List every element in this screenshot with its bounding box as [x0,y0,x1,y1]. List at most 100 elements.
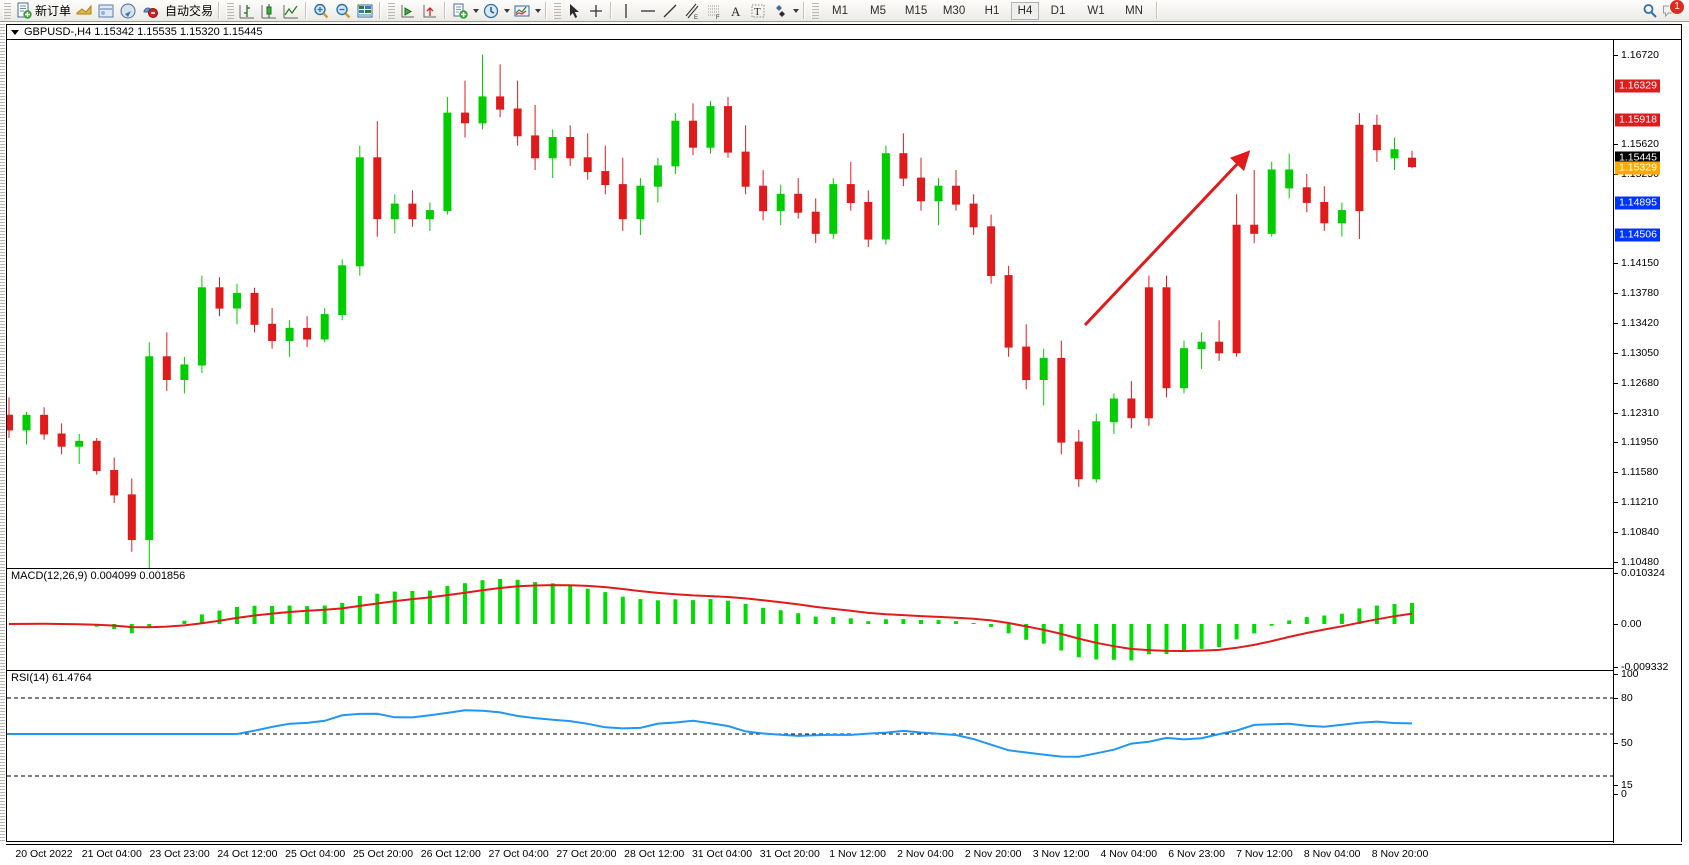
chart-window[interactable]: GBPUSD-,H4 1.15342 1.15535 1.15320 1.154… [6,24,1682,843]
toolbar-grip-2[interactable] [226,2,235,19]
timeframe-h4[interactable]: H4 [1011,1,1040,20]
crosshair-button[interactable] [585,1,607,21]
data-window-button[interactable] [95,1,117,21]
chart-left-grip[interactable] [0,24,5,842]
vline-button[interactable] [615,1,637,21]
toolbar-separator-6 [610,2,613,19]
uptrend-arrow-annotation[interactable] [7,40,1614,568]
rsi-series [7,697,1614,777]
pane-divider-1[interactable] [7,568,1681,569]
time-label: 27 Oct 20:00 [556,848,617,860]
cursor-button[interactable] [563,1,585,21]
time-label: 4 Nov 04:00 [1100,848,1158,860]
templates-button[interactable] [449,1,471,21]
price-tick: 1.13420 [1614,317,1659,329]
price-axis[interactable]: 1.167201.156201.152501.141501.137801.134… [1613,40,1681,843]
macd-series [8,579,1414,661]
shapes-button[interactable] [769,1,791,21]
rsi-pane[interactable]: RSI(14) 61.4764 [7,671,1681,796]
price-tick: 1.13780 [1614,287,1659,299]
time-label: 25 Oct 04:00 [285,848,346,860]
toolbar-grip-4[interactable] [553,2,562,19]
trendline-button[interactable] [659,1,681,21]
timeframe-h1[interactable]: H1 [984,4,1000,17]
price-pane[interactable] [7,40,1681,568]
svg-text:E: E [694,15,698,20]
notifications-button[interactable]: 1 [1661,0,1684,20]
label-button[interactable]: T [747,1,769,21]
equidistant-channel-button[interactable]: E [681,1,703,21]
search-icon [1643,3,1657,18]
fibonacci-button[interactable]: F [703,1,725,21]
templates-dropdown-caret[interactable] [471,2,480,20]
price-level-label[interactable]: 1.15918 [1615,113,1660,127]
zoom-in-icon [314,3,329,18]
auto-scroll-button[interactable] [419,1,441,21]
text-button[interactable]: A [725,1,747,21]
indicators-button[interactable] [511,1,533,21]
macd-tick: 0.00 [1614,618,1641,630]
chart-menu-triangle-icon[interactable] [11,29,19,35]
timeframe-m1[interactable]: M1 [832,4,849,17]
time-label: 28 Oct 12:00 [624,848,685,860]
grid-button[interactable] [354,1,376,21]
cursor-icon [570,3,580,18]
crosshair-icon [590,4,603,17]
time-axis[interactable]: 20 Oct 2022 21 Oct 04:00 23 Oct 23:00 24 Oc… [6,844,1682,864]
toolbar-grip-5[interactable] [811,2,820,19]
market-watch-button[interactable] [73,1,95,21]
timeframe-mn[interactable]: MN [1125,4,1143,17]
candlestick-type-button[interactable] [258,1,280,21]
timeframe-w1[interactable]: W1 [1087,4,1105,17]
indicators-dropdown-caret[interactable] [533,2,542,20]
toolbar-separator-8 [1156,2,1159,19]
hline-button[interactable] [637,1,659,21]
price-tick: 1.13050 [1614,347,1659,359]
fibonacci-icon: F [708,5,720,20]
new-order-label: 新订单 [35,4,72,18]
shapes-dropdown-caret[interactable] [791,2,800,20]
shift-end-button[interactable] [397,1,419,21]
timeframe-m30[interactable]: M30 [942,4,966,17]
templates-icon [453,3,468,19]
terminal-button[interactable] [139,1,161,21]
svg-text:A: A [731,4,741,19]
zoom-out-button[interactable] [332,1,354,21]
timeframe-m15[interactable]: M15 [904,4,928,17]
main-toolbar: 新订单 自动交易 [0,0,1689,22]
time-label: 1 Nov 12:00 [829,848,886,860]
rsi-tick: 0 [1614,788,1627,800]
new-order-button[interactable]: 新订单 [13,1,73,21]
bar-chart-type-button[interactable] [236,1,258,21]
toolbar-separator-4 [444,2,447,19]
rsi-tick: 15 [1614,779,1633,791]
toolbar-grip[interactable] [3,2,11,19]
pane-divider-2[interactable] [7,670,1681,671]
line-chart-type-button[interactable] [280,1,302,21]
price-level-label[interactable]: 1.15329 [1615,161,1660,175]
trendline-icon [663,4,677,17]
chart-title-bar: GBPUSD-,H4 1.15342 1.15535 1.15320 1.154… [7,25,1681,40]
data-window-icon [98,4,114,17]
toolbar-grip-3[interactable] [387,2,396,19]
macd-pane[interactable]: MACD(12,26,9) 0.004099 0.001856 [7,569,1681,670]
periods-button[interactable] [480,1,502,21]
price-level-label[interactable]: 1.16329 [1615,79,1660,93]
price-level-label[interactable]: 1.14506 [1615,228,1660,241]
timeframe-m5[interactable]: M5 [870,4,887,17]
price-tick: 1.10480 [1614,556,1659,568]
search-button[interactable] [1639,1,1661,21]
candlestick-series [7,54,1416,568]
periods-dropdown-caret[interactable] [502,2,511,20]
price-level-label[interactable]: 1.14895 [1615,196,1660,210]
navigator-button[interactable] [117,1,139,21]
bar-chart-type-icon [239,4,255,18]
autotrading-button[interactable]: 自动交易 [161,1,215,21]
time-label: 27 Oct 04:00 [488,848,549,860]
price-tick: 1.11210 [1614,496,1658,508]
hline-icon [641,9,656,12]
time-label: 7 Nov 12:00 [1236,848,1293,860]
timeframe-d1[interactable]: D1 [1050,4,1066,17]
chart-area: GBPUSD-,H4 1.15342 1.15535 1.15320 1.154… [0,22,1689,865]
zoom-in-button[interactable] [310,1,332,21]
